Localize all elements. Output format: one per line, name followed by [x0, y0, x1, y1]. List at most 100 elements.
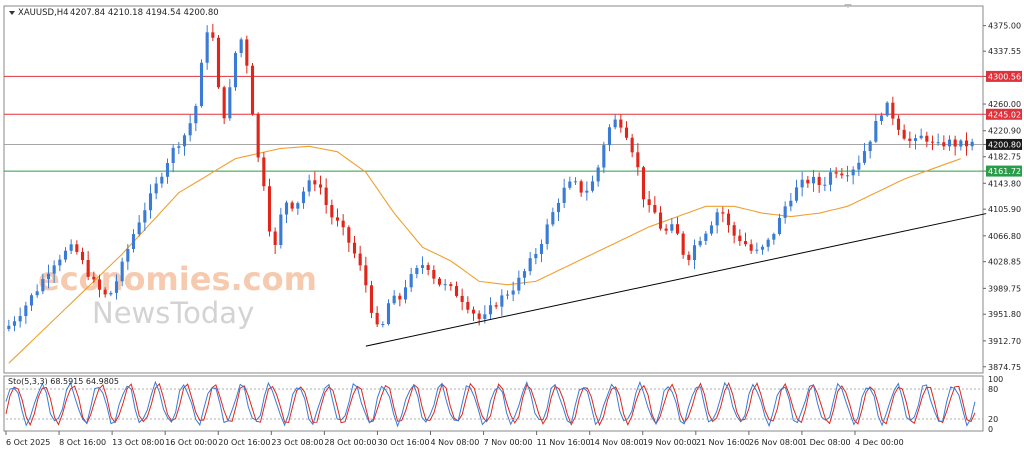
candle — [29, 293, 34, 311]
candle — [233, 51, 238, 91]
candle-body — [69, 244, 73, 251]
candle — [619, 114, 623, 133]
candle-body — [18, 316, 22, 322]
candle — [658, 206, 663, 231]
candle-body — [267, 186, 272, 232]
candle — [664, 224, 668, 235]
trendline-support — [365, 213, 987, 347]
candle-body — [324, 187, 328, 206]
candle-body — [432, 269, 436, 279]
candle-body — [868, 141, 872, 152]
stoch-main-line — [5, 380, 976, 428]
candle-body — [466, 301, 470, 310]
candle — [403, 279, 408, 304]
candle — [579, 179, 583, 197]
candle — [182, 133, 187, 156]
candle — [777, 213, 782, 236]
candle-body — [823, 184, 827, 186]
candle — [69, 239, 73, 254]
candle — [653, 196, 657, 215]
candle-body — [386, 303, 391, 324]
candle — [573, 177, 578, 185]
candle-body — [602, 145, 606, 168]
candle — [692, 239, 697, 270]
candle-body — [103, 289, 107, 295]
candle-body — [562, 187, 566, 203]
x-tick-label: 6 Oct 2025 — [6, 438, 50, 447]
candle-body — [494, 305, 498, 307]
candle — [364, 256, 368, 293]
y-tick-label: 4375.00 — [988, 22, 1021, 31]
candle — [290, 200, 294, 212]
x-tick-label: 4 Nov 08:00 — [431, 438, 480, 447]
candle-body — [766, 239, 770, 247]
y-tick-label: 3912.70 — [988, 337, 1021, 346]
candle-body — [80, 251, 85, 260]
candle — [500, 289, 504, 316]
candle-body — [97, 279, 102, 290]
candle-body — [534, 253, 538, 259]
candle-body — [636, 152, 640, 168]
candle-body — [624, 127, 629, 138]
candle — [704, 231, 708, 246]
candle — [857, 155, 861, 177]
symbol-label: XAUUSD,H4 — [18, 8, 69, 18]
candle-body — [160, 176, 164, 184]
candle — [749, 239, 753, 254]
candle-body — [959, 140, 963, 147]
price-label-4300.56: 4300.56 — [988, 72, 1021, 81]
candle-body — [857, 162, 861, 170]
candle — [930, 135, 935, 151]
x-tick-label: 20 Oct 16:00 — [218, 438, 270, 447]
candle-body — [369, 285, 374, 313]
candle — [908, 131, 912, 148]
candle-body — [154, 183, 158, 194]
candle — [165, 158, 170, 184]
candle-body — [233, 52, 238, 88]
candle — [823, 176, 827, 192]
candle — [913, 134, 918, 150]
candle — [647, 190, 651, 213]
candle-body — [794, 187, 799, 201]
candle — [488, 297, 493, 320]
candle — [539, 239, 544, 263]
candle — [75, 240, 79, 255]
candle — [386, 299, 391, 326]
candle-body — [930, 141, 935, 143]
candle-body — [953, 139, 957, 147]
price-label-box — [986, 108, 1022, 120]
candle-body — [352, 242, 357, 254]
candle — [426, 262, 430, 276]
candle-body — [896, 118, 901, 130]
candle — [41, 273, 45, 295]
candle — [641, 165, 646, 208]
candle-body — [420, 265, 425, 268]
candle — [211, 23, 215, 41]
dropdown-triangle-icon[interactable] — [9, 11, 15, 15]
candle — [828, 168, 833, 192]
candle-body — [840, 173, 844, 176]
collapse-icon[interactable] — [844, 4, 852, 8]
candle — [919, 128, 923, 140]
candle — [471, 306, 476, 321]
candle-body — [528, 258, 532, 272]
candle-body — [658, 212, 663, 229]
candle — [755, 242, 759, 254]
candle-body — [177, 146, 181, 148]
candle — [840, 167, 844, 179]
candle — [602, 141, 606, 174]
candle — [97, 274, 102, 298]
candle-body — [46, 273, 51, 280]
candle — [505, 290, 510, 300]
candle — [199, 59, 204, 108]
candle — [596, 164, 600, 187]
candle — [137, 215, 141, 237]
candle-body — [171, 147, 175, 164]
candle — [738, 229, 742, 246]
candle — [437, 277, 442, 287]
candle — [301, 187, 306, 209]
candle-body — [454, 286, 459, 296]
candle-body — [398, 295, 402, 300]
